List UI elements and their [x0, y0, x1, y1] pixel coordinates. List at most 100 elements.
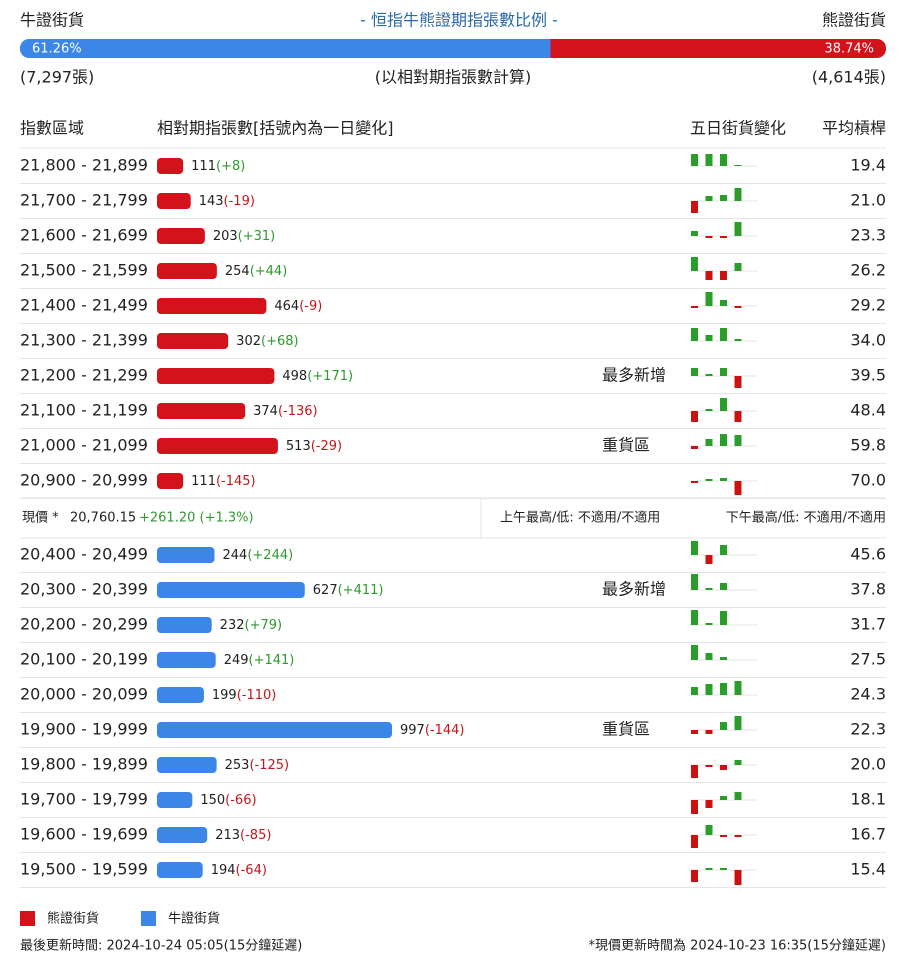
five-day-bar: [705, 154, 713, 166]
am-high-low: 上午最高/低: 不適用/不適用: [500, 510, 660, 526]
five-day-bar: [734, 376, 742, 388]
five-day-bar: [720, 195, 727, 201]
zone-note: 重貨區: [602, 720, 650, 739]
count-change: (+79): [245, 618, 283, 633]
count-label: 232(+79): [220, 618, 282, 633]
count-change: (-110): [237, 688, 277, 703]
index-range: 19,500 - 19,599: [20, 860, 148, 879]
five-day-bar: [691, 765, 698, 778]
leverage: 18.1: [850, 790, 886, 809]
count-label: 627(+411): [313, 583, 384, 598]
count-change: (-29): [311, 439, 342, 454]
five-day-bar: [705, 271, 713, 280]
count-change: (-144): [425, 723, 465, 738]
index-range: 21,200 - 21,299: [20, 366, 148, 385]
count-value: 464: [274, 299, 299, 314]
index-range: 19,900 - 19,999: [20, 720, 148, 739]
five-day-bar: [720, 657, 727, 660]
five-day-bar: [734, 165, 742, 166]
five-day-bar: [705, 335, 713, 341]
five-day-bar: [705, 868, 713, 870]
count-change: (+244): [247, 548, 293, 563]
count-change: (-9): [299, 299, 322, 314]
count-bar: [157, 158, 184, 174]
legend-label: 牛證街貨: [168, 911, 220, 927]
count-label: 253(-125): [225, 758, 289, 773]
column-header: 相對期指張數[括號內為一日變化]: [157, 119, 394, 138]
five-day-bar: [734, 306, 742, 308]
count-label: 143(-19): [199, 194, 255, 209]
count-value: 627: [313, 583, 338, 598]
count-bar: [157, 298, 267, 314]
count-change: (+8): [216, 159, 245, 174]
five-day-bar: [705, 236, 713, 238]
legend-swatch: [141, 911, 156, 926]
count-bar: [157, 757, 217, 773]
five-day-bar: [720, 545, 727, 555]
five-day-bar: [720, 796, 727, 800]
five-day-bar: [691, 411, 698, 422]
five-day-bar: [720, 368, 727, 376]
ratio-bull: [20, 39, 551, 58]
five-day-bar: [720, 611, 727, 625]
index-range: 20,400 - 20,499: [20, 545, 148, 564]
five-day-bar: [691, 574, 698, 590]
five-day-bar: [691, 257, 698, 271]
count-value: 498: [282, 369, 307, 384]
count-bar: [157, 862, 203, 878]
count-bar: [157, 617, 212, 633]
count-change: (-145): [216, 474, 256, 489]
index-range: 21,600 - 21,699: [20, 226, 148, 245]
five-day-bar: [691, 446, 698, 449]
five-day-bar: [734, 681, 742, 695]
count-change: (-19): [224, 194, 255, 209]
five-day-bar: [720, 398, 727, 411]
leverage: 26.2: [850, 261, 886, 280]
five-day-bar: [734, 481, 742, 495]
count-label: 374(-136): [253, 404, 317, 419]
count-value: 302: [236, 334, 261, 349]
five-day-bar: [705, 684, 713, 695]
footer-right: *現價更新時間為 2024-10-23 16:35(15分鐘延遲): [589, 938, 886, 954]
five-day-bar: [705, 374, 713, 376]
count-bar: [157, 473, 184, 489]
five-day-bar: [734, 760, 742, 765]
column-header: 五日街貨變化: [690, 119, 786, 138]
five-day-bar: [720, 835, 727, 837]
index-range: 21,800 - 21,899: [20, 156, 148, 175]
leverage: 59.8: [850, 436, 886, 455]
header-left: 牛證街貨: [20, 11, 84, 30]
leverage: 31.7: [850, 615, 886, 634]
five-day-bar: [720, 722, 727, 730]
count-change: (+141): [249, 653, 295, 668]
five-day-bar: [691, 870, 698, 882]
count-change: (-64): [236, 863, 267, 878]
index-range: 20,200 - 20,299: [20, 615, 148, 634]
five-day-bar: [720, 236, 727, 238]
five-day-bar: [691, 154, 698, 166]
leverage: 15.4: [850, 860, 886, 879]
index-range: 21,500 - 21,599: [20, 261, 148, 280]
index-range: 20,300 - 20,399: [20, 580, 148, 599]
leverage: 39.5: [850, 366, 886, 385]
index-range: 20,100 - 20,199: [20, 650, 148, 669]
five-day-bar: [720, 765, 727, 770]
leverage: 20.0: [850, 755, 886, 774]
count-value: 111: [191, 474, 216, 489]
leverage: 48.4: [850, 401, 886, 420]
count-value: 150: [200, 793, 225, 808]
five-day-bar: [691, 730, 698, 734]
current-price: 20,760.15: [70, 511, 136, 526]
ratio-label: 61.26%: [32, 42, 82, 57]
five-day-bar: [720, 300, 727, 306]
index-range: 21,300 - 21,399: [20, 331, 148, 350]
count-label: 302(+68): [236, 334, 298, 349]
count-bar: [157, 582, 305, 598]
five-day-bar: [705, 555, 713, 564]
count-bar: [157, 333, 229, 349]
footer-left: 最後更新時間: 2024-10-24 05:05(15分鐘延遲): [20, 938, 302, 954]
five-day-bar: [734, 188, 742, 201]
count-label: 111(-145): [191, 474, 255, 489]
five-day-bar: [691, 328, 698, 341]
current-change: +261.20 (+1.3%): [139, 511, 254, 526]
